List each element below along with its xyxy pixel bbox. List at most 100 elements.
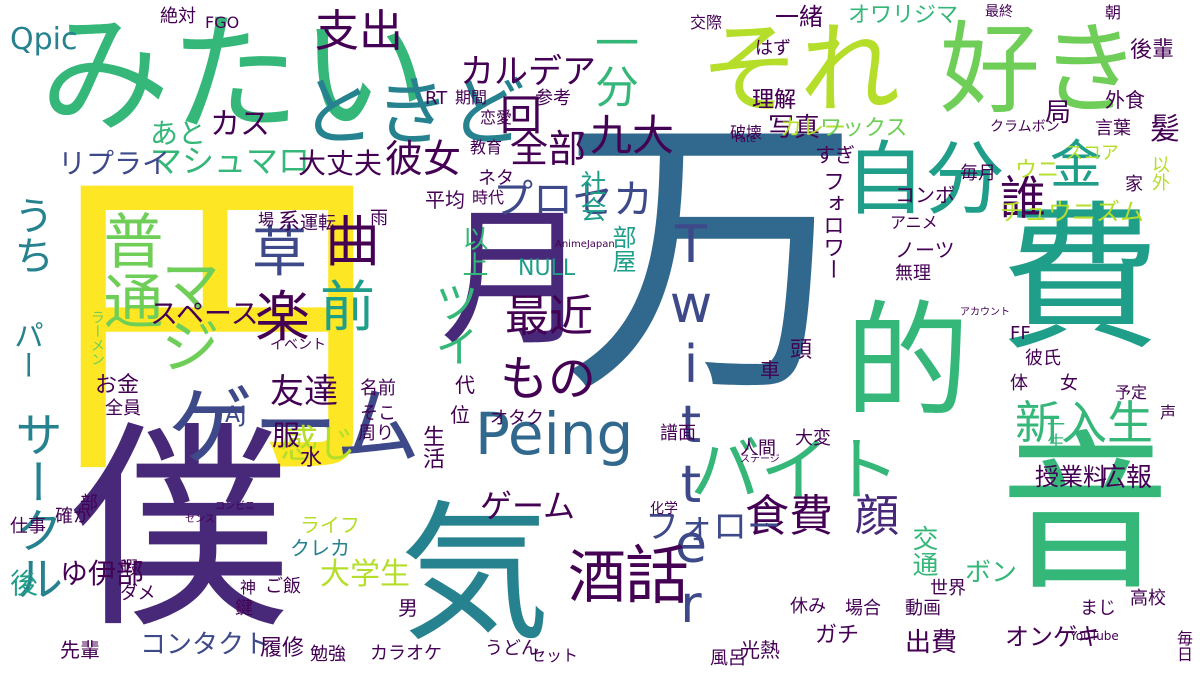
cloud-word: Qpic [10, 22, 78, 57]
cloud-word: 大変 [795, 428, 831, 449]
cloud-word: 恋愛 [480, 108, 513, 127]
cloud-word: ゆ伊部 [60, 557, 145, 590]
cloud-word: 社会 [576, 170, 606, 222]
cloud-word: チュウニズム [1000, 198, 1144, 226]
cloud-word: クラムボン [990, 119, 1060, 135]
cloud-word: 先輩 [60, 638, 100, 662]
cloud-word: 授業料 [1035, 463, 1107, 491]
cloud-word: 草 [252, 220, 308, 284]
cloud-word: 友達 [270, 372, 338, 412]
cloud-word: 円 [0, 150, 379, 480]
cloud-word: 九大 [590, 111, 675, 160]
cloud-word: ツイ [427, 280, 478, 368]
cloud-word: 新入生 [1015, 396, 1153, 450]
cloud-word: すぎ [815, 143, 855, 167]
cloud-word: YouTube [1070, 629, 1119, 643]
cloud-word: お金 [95, 373, 140, 398]
cloud-word: 毎日 [1174, 630, 1193, 662]
cloud-word: センス [185, 514, 215, 525]
cloud-word: 費 [1000, 186, 1161, 373]
cloud-word: リプライ [58, 147, 171, 180]
cloud-word: 食費 [745, 491, 833, 542]
cloud-word: みたい [40, 0, 431, 151]
cloud-word: 広報 [1100, 463, 1153, 493]
cloud-word: ノーツ [895, 238, 955, 262]
cloud-word: 支出 [315, 6, 403, 57]
cloud-word: 外食 [1105, 88, 1145, 112]
cloud-word: 服 [272, 419, 301, 452]
cloud-word: 話 [625, 540, 689, 614]
cloud-word: 最終 [985, 4, 1013, 20]
cloud-word: バイト [690, 429, 900, 511]
cloud-word: 光熱 [740, 638, 780, 662]
cloud-word: うち [7, 195, 53, 275]
cloud-word: 神 [240, 578, 257, 597]
cloud-word: 一緒 [775, 3, 823, 31]
cloud-word: 交通 [908, 525, 938, 577]
cloud-word: 最近 [505, 291, 593, 342]
cloud-word: コンボ [895, 183, 955, 207]
cloud-word: 車 [760, 358, 780, 382]
cloud-word: ラーメン [89, 310, 105, 366]
cloud-word: 後輩 [1130, 38, 1175, 63]
cloud-word: 教育 [470, 138, 503, 157]
cloud-word: 的 [845, 290, 970, 435]
cloud-word: カス [210, 107, 270, 142]
cloud-word: 全員 [105, 398, 141, 419]
cloud-word: パー [8, 320, 43, 380]
cloud-word: 女 [1060, 373, 1078, 394]
cloud-word: 世界 [930, 578, 966, 599]
cloud-word: 譜面 [660, 423, 696, 444]
cloud-word: オンゲキ [1005, 623, 1101, 651]
cloud-word: AJ [225, 403, 247, 428]
cloud-word: 高校 [1130, 588, 1166, 609]
cloud-word: 生活 [419, 425, 444, 469]
cloud-word: 履修 [260, 636, 305, 661]
cloud-word: 体 [1010, 373, 1028, 394]
cloud-word: 位 [450, 403, 470, 427]
cloud-word: 時代 [472, 188, 505, 207]
cloud-word: ダメ [120, 583, 156, 604]
cloud-word: 運転 [300, 213, 336, 234]
cloud-word: 頭 [790, 338, 813, 363]
cloud-word: マジ [150, 255, 220, 375]
cloud-word: 人間 [740, 438, 776, 459]
cloud-word: 交際 [690, 13, 723, 32]
cloud-word: 鍵 [235, 598, 253, 619]
cloud-word: 予定 [1115, 383, 1148, 402]
cloud-word: 局 [1045, 98, 1072, 128]
cloud-word: スコア [1065, 143, 1119, 164]
cloud-word: ときど [300, 68, 526, 156]
cloud-word: 暇 [120, 558, 138, 579]
cloud-word: 部 [80, 493, 98, 514]
cloud-word: 僕 [70, 402, 291, 658]
cloud-word: カラオケ [370, 643, 442, 664]
cloud-word: 水 [300, 446, 323, 471]
cloud-word: ワックス [820, 116, 908, 141]
cloud-word: 楽 [255, 285, 311, 349]
cloud-word: 雨 [370, 208, 388, 229]
cloud-word: 破壊 [730, 123, 763, 142]
cloud-word: 名前 [360, 378, 396, 399]
cloud-word: 一生 [1044, 415, 1065, 451]
cloud-word: 写真 [768, 113, 821, 143]
cloud-word: 顔 [855, 491, 899, 542]
cloud-word: 以外 [1149, 155, 1170, 191]
cloud-word: 好き [940, 11, 1140, 128]
cloud-word: イベント [270, 337, 326, 353]
cloud-word: スペース [150, 297, 259, 330]
cloud-word: ゲーム [480, 487, 576, 525]
cloud-word: アカウント [960, 307, 1010, 318]
cloud-word: FGO [205, 13, 240, 32]
cloud-word: サークル [6, 410, 62, 602]
cloud-word: ステージ [740, 454, 780, 465]
cloud-word: 後 [10, 567, 39, 600]
cloud-word: コンタクト [140, 630, 271, 660]
cloud-word: NULL [518, 256, 576, 281]
cloud-word: 毎月 [960, 163, 996, 184]
cloud-word: アニメ [890, 213, 938, 232]
cloud-word: Peing [475, 400, 634, 468]
cloud-word: ネタ [478, 168, 514, 189]
cloud-word: 感じ [280, 422, 357, 466]
cloud-word: 風呂 [710, 648, 746, 669]
